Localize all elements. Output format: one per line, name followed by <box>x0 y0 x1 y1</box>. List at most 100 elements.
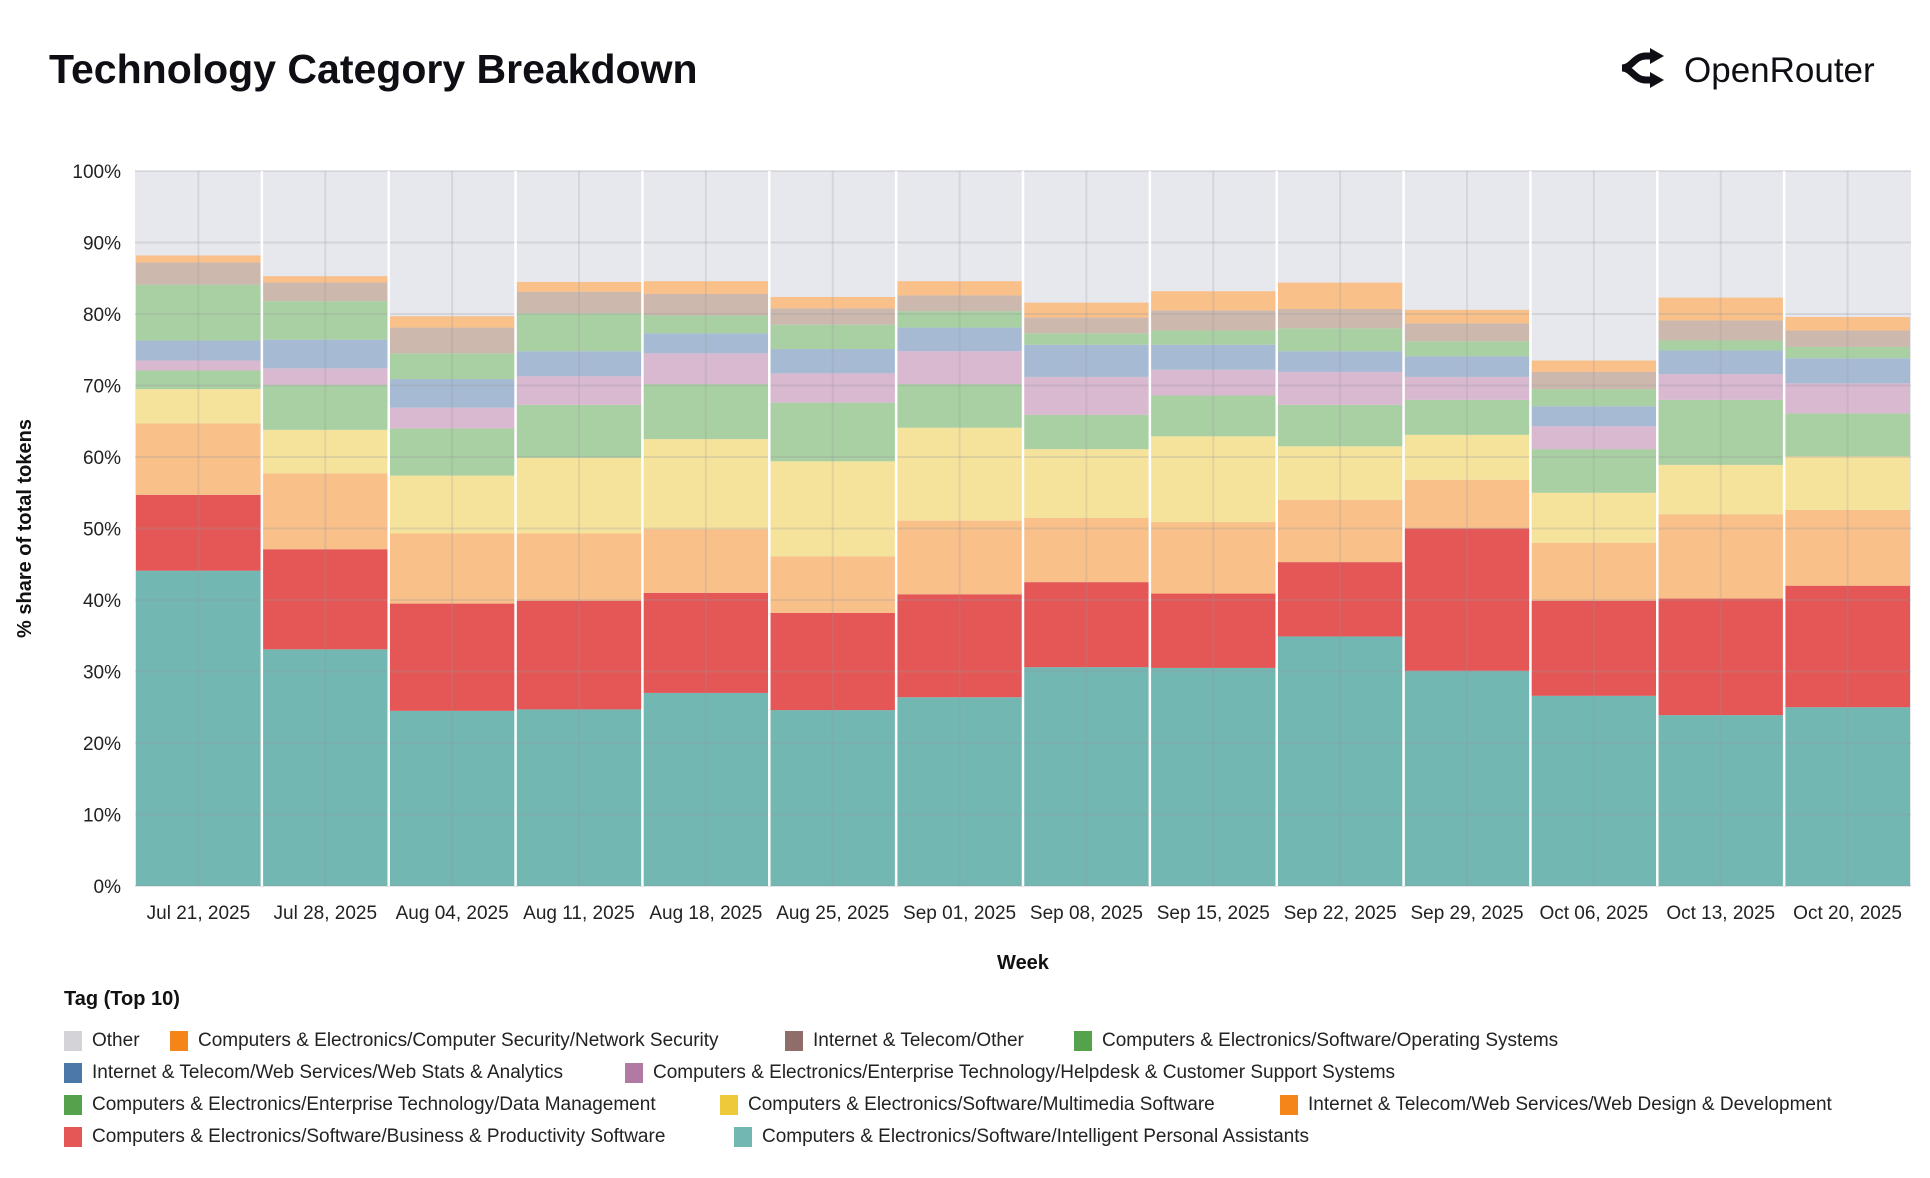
bar-segment <box>516 709 642 886</box>
bar-segment <box>1785 509 1910 586</box>
x-tick-label: Aug 25, 2025 <box>776 903 889 924</box>
bar-segment <box>1658 598 1784 716</box>
legend-item[interactable]: Internet & Telecom/Web Services/Web Stat… <box>64 1062 563 1084</box>
bar-segment <box>136 171 261 256</box>
bar-segment <box>1277 404 1403 447</box>
legend-label: Computers & Electronics/Computer Securit… <box>198 1030 719 1051</box>
bar-segment <box>897 427 1022 521</box>
bar-segment <box>1785 171 1910 317</box>
legend-item[interactable]: Computers & Electronics/Computer Securit… <box>170 1030 719 1052</box>
bar-segment <box>1658 374 1784 400</box>
bar-segment <box>389 533 515 604</box>
bar-segment <box>897 295 1022 312</box>
y-tick-label: 100% <box>72 162 121 183</box>
bar-segment <box>643 692 769 886</box>
brand-logo[interactable]: OpenRouter <box>1620 48 1875 93</box>
bar-segment <box>643 315 769 334</box>
bar-segment <box>1785 413 1910 457</box>
bar-segment <box>770 461 896 557</box>
bar-segment <box>1404 399 1530 435</box>
bar-segment <box>1658 715 1784 886</box>
bar-segment <box>262 171 388 277</box>
bar-segment <box>1658 171 1784 298</box>
bar-segment <box>516 600 642 710</box>
bar-segment <box>770 296 896 309</box>
bar-segment <box>1024 317 1149 334</box>
legend-swatch <box>1074 1031 1092 1051</box>
bar-segment <box>136 255 261 263</box>
bar-segment <box>1531 371 1657 390</box>
y-tick-label: 80% <box>83 305 121 326</box>
bar-segment <box>1277 446 1403 500</box>
bar-segment <box>389 475 515 534</box>
bar-segment <box>643 353 769 385</box>
bar-segment <box>1785 585 1910 708</box>
bar-segment <box>1150 395 1276 437</box>
x-tick-label: Sep 01, 2025 <box>903 903 1016 924</box>
bar-segment <box>1785 330 1910 347</box>
bar-segment <box>389 407 515 429</box>
bar-segment <box>1024 582 1149 668</box>
y-axis-title: % share of total tokens <box>14 419 36 638</box>
bar-segment <box>1404 356 1530 377</box>
legend-item[interactable]: Computers & Electronics/Enterprise Techn… <box>64 1094 656 1116</box>
bar-segment <box>516 171 642 282</box>
bar-segment <box>1024 414 1149 450</box>
legend-label: Other <box>92 1030 140 1051</box>
bar-segment <box>643 529 769 593</box>
bar-segment <box>643 384 769 440</box>
bar-segment <box>897 351 1022 385</box>
bar-segment <box>262 649 388 886</box>
legend-item[interactable]: Other <box>64 1030 140 1052</box>
bar-segment <box>897 281 1022 296</box>
legend-item[interactable]: Internet & Telecom/Web Services/Web Desi… <box>1280 1094 1832 1116</box>
legend-item[interactable]: Computers & Electronics/Software/Operati… <box>1074 1030 1558 1052</box>
legend-item[interactable]: Computers & Electronics/Software/Multime… <box>720 1094 1215 1116</box>
legend-item[interactable]: Internet & Telecom/Other <box>785 1030 1024 1052</box>
bar-segment <box>262 339 388 369</box>
bar-segment <box>262 276 388 283</box>
x-tick-label: Sep 22, 2025 <box>1284 903 1397 924</box>
bar-segment <box>262 301 388 340</box>
x-tick-label: Jul 28, 2025 <box>274 903 378 924</box>
bar-segment <box>1024 344 1149 377</box>
bar-segment <box>136 262 261 285</box>
legend-item[interactable]: Computers & Electronics/Software/Intelli… <box>734 1126 1309 1148</box>
bar-segment <box>1024 171 1149 303</box>
bar-segment <box>389 428 515 476</box>
y-tick-label: 50% <box>83 520 121 541</box>
bar-segment <box>1531 360 1657 372</box>
bar-segment <box>516 351 642 377</box>
bar-segment <box>770 373 896 403</box>
bar-segment <box>1531 426 1657 450</box>
bar-segment <box>1024 376 1149 415</box>
legend-swatch <box>1280 1095 1298 1115</box>
legend-item[interactable]: Computers & Electronics/Software/Busines… <box>64 1126 665 1148</box>
y-tick-label: 20% <box>83 734 121 755</box>
bar-segment <box>516 457 642 534</box>
x-tick-label: Sep 29, 2025 <box>1410 903 1523 924</box>
legend-swatch <box>785 1031 803 1051</box>
bar-segment <box>262 549 388 650</box>
bar-segment <box>1785 383 1910 414</box>
bar-segment <box>897 594 1022 698</box>
bar-segment <box>643 281 769 294</box>
bar-segment <box>1277 171 1403 283</box>
bar-segment <box>643 171 769 282</box>
x-tick-label: Oct 06, 2025 <box>1539 903 1648 924</box>
legend-label: Internet & Telecom/Web Services/Web Desi… <box>1308 1094 1832 1115</box>
bar-segment <box>770 556 896 613</box>
bar-segment <box>770 402 896 462</box>
bar-segment <box>770 612 896 711</box>
legend-item[interactable]: Computers & Electronics/Enterprise Techn… <box>625 1062 1395 1084</box>
bar-segment <box>1024 449 1149 518</box>
bar-segment <box>136 423 261 495</box>
bar-segment <box>643 333 769 354</box>
openrouter-logo-icon <box>1620 48 1666 93</box>
bar-segment <box>136 284 261 341</box>
bar-segment <box>1150 667 1276 886</box>
bar-segment <box>1277 308 1403 329</box>
bar-segment <box>1531 171 1657 361</box>
x-tick-label: Aug 18, 2025 <box>649 903 762 924</box>
bar-segment <box>1404 323 1530 342</box>
